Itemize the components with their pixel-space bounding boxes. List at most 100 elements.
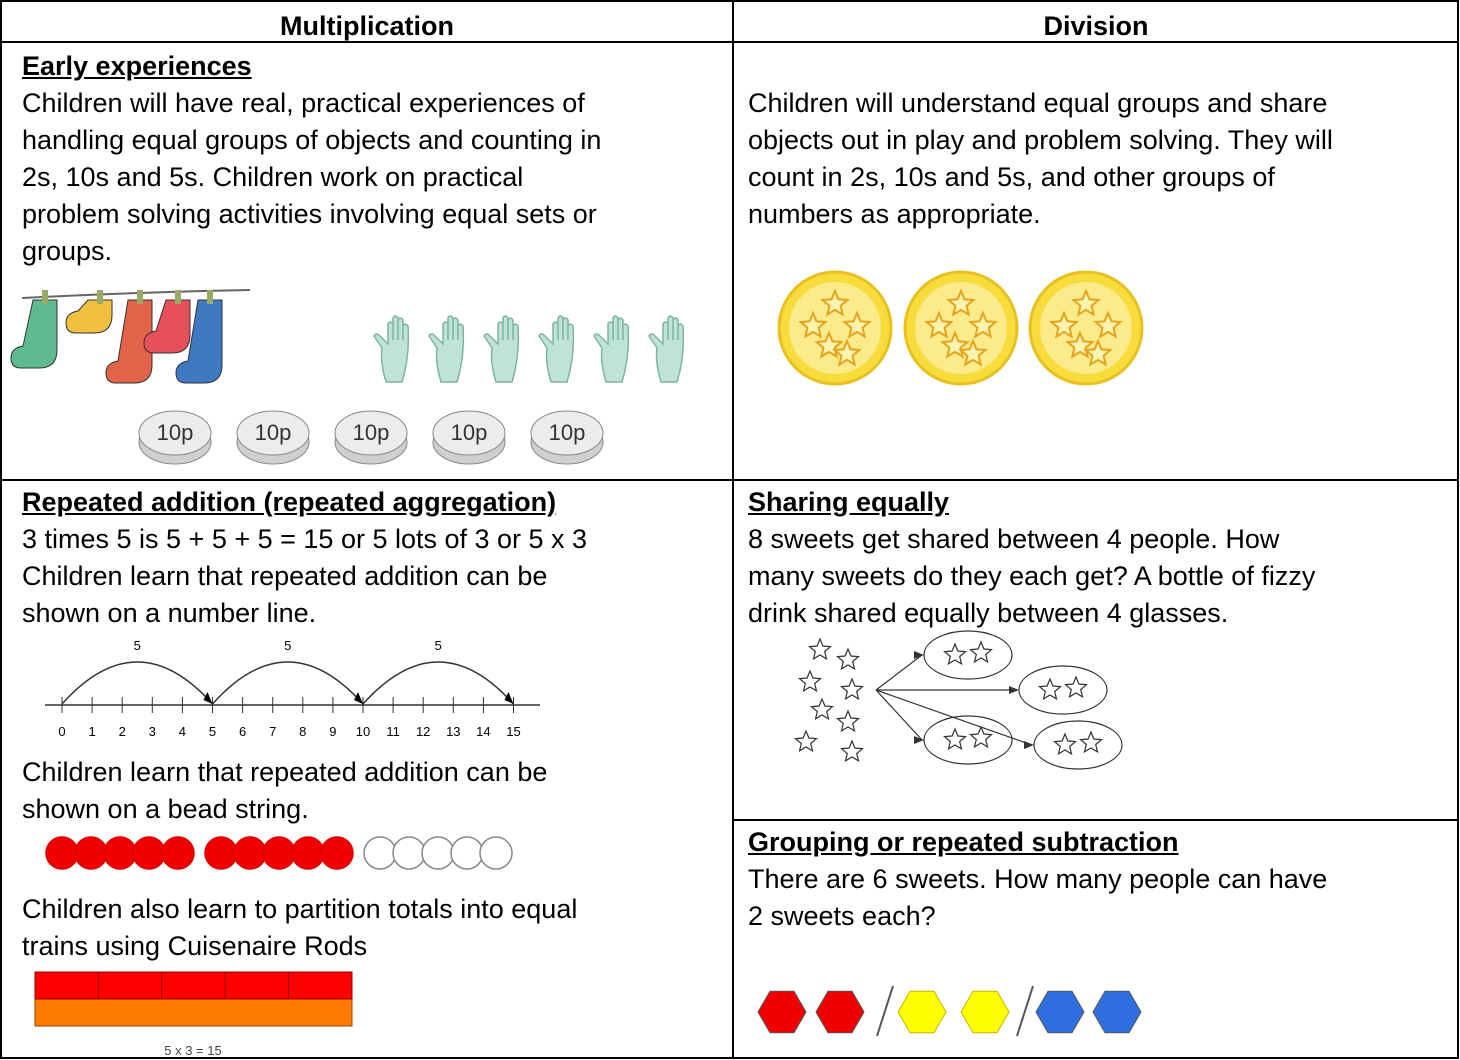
bead	[320, 836, 354, 870]
share-arrow	[875, 689, 923, 741]
number-line-label: 9	[329, 724, 336, 739]
sweet	[968, 640, 994, 664]
bead	[450, 836, 484, 870]
person-group	[923, 715, 1013, 765]
number-line-label: 8	[299, 724, 306, 739]
hand	[538, 315, 575, 383]
sock	[143, 299, 191, 354]
text-line: handling equal groups of objects and cou…	[22, 125, 602, 155]
number-line-label: 5	[209, 724, 216, 739]
text-line: drink shared equally between 4 glasses.	[748, 598, 1229, 628]
coin-label: 10p	[549, 420, 586, 445]
sweet	[942, 642, 968, 666]
group-divider	[876, 985, 894, 1037]
sock	[175, 299, 223, 384]
jump-arc	[211, 661, 364, 705]
star	[946, 288, 976, 317]
column-header: Division	[1043, 11, 1149, 41]
hand	[593, 315, 630, 383]
sweet	[793, 729, 819, 753]
sweet	[942, 727, 968, 751]
bead	[74, 836, 108, 870]
number-line-label: 7	[269, 724, 276, 739]
sock	[65, 299, 113, 334]
arrow-head	[1024, 741, 1034, 749]
text-line: Children learn that repeated addition ca…	[22, 757, 548, 787]
number-line-label: 12	[416, 724, 430, 739]
rod-red	[34, 971, 99, 1000]
text-line: trains using Cuisenaire Rods	[22, 931, 368, 961]
rod-orange	[34, 998, 353, 1027]
text-line: Children also learn to partition totals …	[22, 894, 578, 924]
text-line: 8 sweets get shared between 4 people. Ho…	[748, 524, 1280, 554]
jump-label: 5	[284, 638, 291, 653]
hand-shape	[483, 315, 520, 383]
sweet	[839, 677, 865, 701]
paragraph: Children also learn to partition totals …	[22, 891, 577, 965]
sweet	[1063, 675, 1089, 699]
hand-shape	[648, 315, 685, 383]
sweet	[839, 739, 865, 763]
peg	[175, 290, 181, 304]
washing-line	[21, 289, 251, 299]
number-line-label: 1	[88, 724, 95, 739]
arrow-head	[914, 736, 924, 744]
jump-label: 5	[435, 638, 442, 653]
bead	[233, 836, 267, 870]
hand-shape	[538, 315, 575, 383]
arrow-head	[354, 692, 363, 704]
bead	[291, 836, 325, 870]
hand-shape	[373, 315, 410, 383]
hand-shape	[428, 315, 465, 383]
text-line: Children will have real, practical exper…	[22, 88, 585, 118]
column-header: Multiplication	[280, 11, 454, 41]
bead	[103, 836, 137, 870]
star	[842, 310, 872, 339]
paragraph: 8 sweets get shared between 4 people. Ho…	[748, 521, 1315, 632]
number-line-label: 6	[239, 724, 246, 739]
arrow-head	[504, 692, 514, 704]
text-line: shown on a bead string.	[22, 794, 309, 824]
jump-arc	[362, 661, 515, 705]
text-line: 2 sweets each?	[748, 901, 936, 931]
bead	[363, 836, 397, 870]
number-line-label: 10	[356, 724, 370, 739]
coin	[432, 410, 506, 456]
star	[820, 288, 850, 317]
peg	[137, 290, 143, 304]
bead	[479, 836, 513, 870]
peg	[42, 290, 48, 304]
text-line: objects out in play and problem solving.…	[748, 125, 1333, 155]
text-line: numbers as appropriate.	[748, 199, 1041, 229]
number-line-label: 14	[476, 724, 490, 739]
person-group	[1018, 665, 1108, 715]
sweet	[1052, 732, 1078, 756]
star	[1083, 338, 1113, 367]
paragraph: Children will have real, practical exper…	[22, 85, 601, 270]
star	[958, 338, 988, 367]
text-line: shown on a number line.	[22, 598, 317, 628]
person-group	[1033, 720, 1123, 770]
bead	[392, 836, 426, 870]
coin	[530, 410, 604, 456]
text-line: Children learn that repeated addition ca…	[22, 561, 548, 591]
sweet	[807, 637, 833, 661]
bead	[161, 836, 195, 870]
coin-label: 10p	[255, 420, 292, 445]
paragraph: Children will understand equal groups an…	[748, 85, 1333, 233]
number-line-label: 4	[179, 724, 186, 739]
text-line: 3 times 5 is 5 + 5 + 5 = 15 or 5 lots of…	[22, 524, 588, 554]
star	[924, 310, 954, 339]
hexagon	[897, 990, 947, 1034]
section-heading: Grouping or repeated subtraction	[748, 827, 1179, 857]
sweet	[1078, 730, 1104, 754]
sweet	[968, 725, 994, 749]
text-line: many sweets do they each get? A bottle o…	[748, 561, 1316, 591]
bead	[421, 836, 455, 870]
star	[1049, 310, 1079, 339]
hexagon	[960, 990, 1010, 1034]
section-heading: Repeated addition (repeated aggregation)	[22, 487, 557, 517]
hexagon	[815, 990, 865, 1034]
